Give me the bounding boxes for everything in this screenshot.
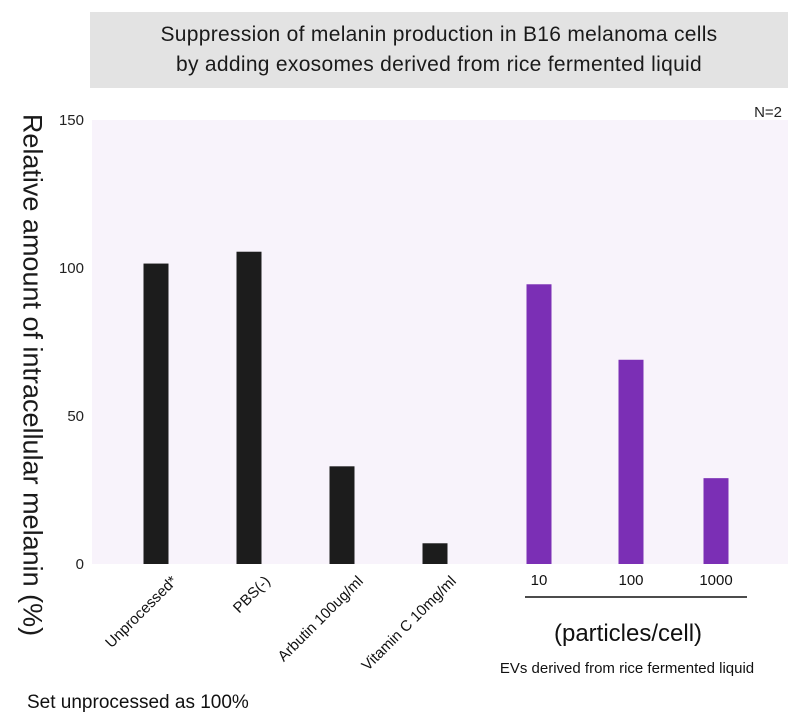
chart-title-line-1: Suppression of melanin production in B16… xyxy=(160,23,718,46)
y-tick-label: 50 xyxy=(67,408,84,425)
chart-title: Suppression of melanin production in B16… xyxy=(90,12,788,88)
group-unit-label: (particles/cell) xyxy=(554,620,702,647)
bar xyxy=(703,478,729,564)
x-tick-label: 1000 xyxy=(699,572,732,589)
y-tick-label: 0 xyxy=(76,556,84,573)
footnote: Set unprocessed as 100% xyxy=(27,692,249,713)
x-tick-label: Arbutin 100ug/ml xyxy=(275,573,367,665)
group-label: EVs derived from rice fermented liquid xyxy=(500,660,754,677)
bar xyxy=(143,263,169,564)
bar xyxy=(618,359,644,564)
bar xyxy=(422,543,448,564)
bar xyxy=(329,466,355,564)
x-tick-label: 100 xyxy=(618,572,643,589)
y-tick-label: 150 xyxy=(59,112,84,129)
x-tick-label: PBS(-) xyxy=(230,573,274,617)
plot-area xyxy=(92,120,788,564)
x-tick-label: Vitamin C 10mg/ml xyxy=(358,573,459,674)
y-tick-label: 100 xyxy=(59,260,84,277)
x-tick-label: Unprocessed* xyxy=(102,573,181,652)
chart-title-line-2: by adding exosomes derived from rice fer… xyxy=(176,53,702,76)
bar xyxy=(526,284,552,564)
bar xyxy=(236,251,262,564)
x-tick-label: 10 xyxy=(531,572,548,589)
n-annotation: N=2 xyxy=(754,104,782,121)
